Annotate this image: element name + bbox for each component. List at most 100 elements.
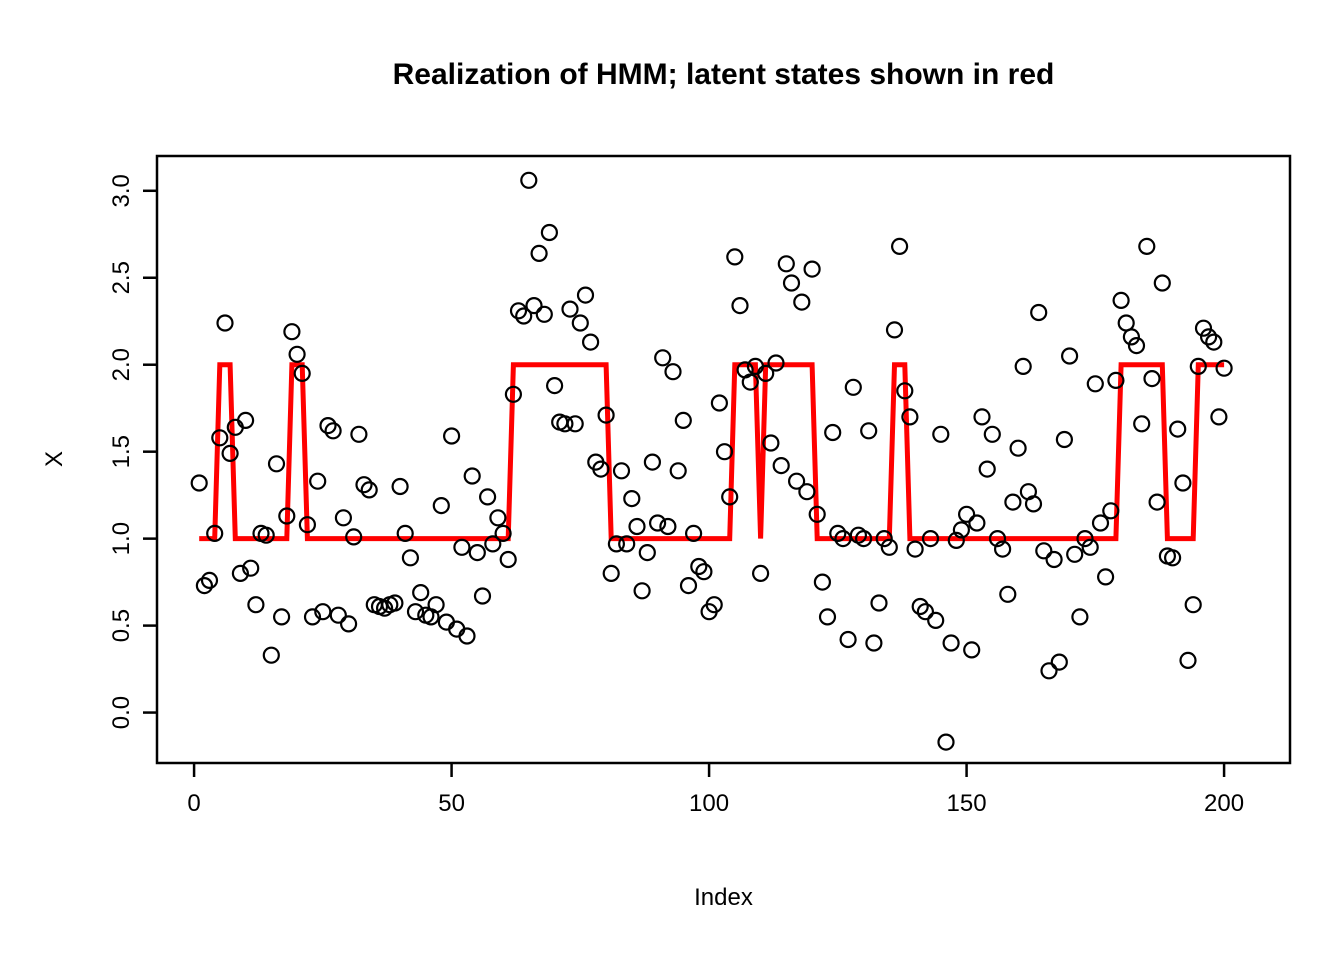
observation-point bbox=[973, 408, 991, 426]
observation-point bbox=[648, 514, 667, 532]
observation-point bbox=[1184, 596, 1202, 614]
observation-point bbox=[1102, 502, 1120, 520]
x-axis-label: Index bbox=[694, 884, 753, 911]
observation-point bbox=[458, 627, 476, 645]
observation-point bbox=[525, 297, 543, 315]
observation-point bbox=[571, 314, 589, 332]
observation-point bbox=[329, 606, 347, 624]
y-axis-tick-label: 3.0 bbox=[108, 174, 135, 207]
observation-point bbox=[535, 305, 553, 323]
observation-point bbox=[340, 615, 358, 633]
observation-point bbox=[834, 529, 852, 548]
observation-point bbox=[793, 293, 811, 311]
observation-point bbox=[1179, 651, 1197, 670]
observation-point bbox=[952, 521, 971, 539]
observation-point bbox=[1004, 493, 1022, 511]
observation-point bbox=[262, 646, 280, 664]
x-axis-tick-label: 150 bbox=[947, 790, 987, 817]
observation-point bbox=[782, 274, 801, 292]
observation-point bbox=[896, 382, 914, 400]
observation-point bbox=[288, 345, 306, 363]
observation-point bbox=[1153, 274, 1171, 292]
observation-point bbox=[283, 323, 301, 341]
observation-point bbox=[334, 509, 352, 527]
observation-point bbox=[530, 244, 548, 262]
observation-point bbox=[391, 477, 409, 496]
observation-point bbox=[983, 425, 1001, 443]
observation-point bbox=[1071, 608, 1089, 626]
observation-point bbox=[803, 260, 821, 278]
observation-point bbox=[808, 505, 826, 523]
observation-point bbox=[1076, 529, 1094, 548]
observation-point bbox=[829, 524, 847, 543]
observation-point bbox=[1127, 337, 1146, 355]
y-axis-tick-label: 2.5 bbox=[108, 261, 135, 294]
y-axis-tick-label: 1.0 bbox=[108, 522, 135, 555]
observation-point bbox=[324, 422, 342, 440]
observation-point bbox=[257, 526, 275, 544]
observation-point bbox=[607, 535, 626, 553]
observation-point bbox=[515, 307, 533, 325]
observation-point bbox=[684, 524, 703, 543]
observation-point bbox=[1122, 328, 1141, 346]
observation-point bbox=[818, 608, 837, 626]
observation-point bbox=[406, 603, 425, 621]
observation-point bbox=[545, 377, 564, 395]
observation-point bbox=[1040, 662, 1058, 680]
observation-point bbox=[679, 576, 698, 595]
observation-point bbox=[267, 455, 286, 473]
observation-point bbox=[726, 248, 744, 266]
observation-point bbox=[1148, 493, 1166, 511]
observation-point bbox=[890, 237, 909, 255]
plot-border-box bbox=[155, 154, 1292, 765]
observation-point bbox=[273, 608, 291, 626]
observation-point bbox=[999, 585, 1017, 603]
observation-point bbox=[880, 538, 898, 556]
observation-point bbox=[216, 314, 234, 332]
observation-point bbox=[484, 535, 502, 553]
observation-point bbox=[628, 517, 646, 536]
observation-point bbox=[777, 255, 795, 273]
observation-point bbox=[1169, 420, 1187, 438]
observation-point bbox=[386, 594, 404, 612]
observation-point bbox=[1205, 333, 1223, 351]
observation-point bbox=[602, 564, 620, 583]
observation-point bbox=[509, 302, 528, 320]
observation-point bbox=[767, 354, 785, 372]
observation-point bbox=[293, 364, 311, 382]
scatter-points bbox=[190, 171, 1233, 751]
observation-point bbox=[633, 582, 651, 600]
observation-point bbox=[1050, 653, 1068, 671]
observation-point bbox=[690, 557, 708, 576]
observation-point bbox=[612, 462, 631, 480]
y-axis-tick-label: 0.0 bbox=[108, 696, 135, 729]
observation-point bbox=[865, 634, 883, 652]
observation-point bbox=[473, 587, 492, 605]
observation-point bbox=[1009, 439, 1027, 457]
observation-point bbox=[705, 596, 723, 614]
observation-point bbox=[1107, 371, 1125, 389]
observation-point bbox=[916, 603, 935, 621]
observation-point bbox=[937, 733, 955, 751]
x-axis-tick-label: 50 bbox=[438, 790, 465, 817]
observation-point bbox=[1091, 514, 1110, 532]
observation-point bbox=[432, 497, 450, 515]
observation-point bbox=[1081, 538, 1099, 556]
x-axis-tick-label: 100 bbox=[689, 790, 729, 817]
observation-point bbox=[757, 364, 775, 382]
observation-point bbox=[968, 514, 986, 532]
observation-point bbox=[772, 457, 790, 475]
observation-point bbox=[932, 425, 950, 443]
observation-point bbox=[860, 422, 878, 440]
observation-point bbox=[206, 524, 224, 543]
observation-point bbox=[355, 476, 373, 494]
observation-point bbox=[813, 573, 832, 591]
observation-point bbox=[1096, 568, 1115, 586]
observation-point bbox=[741, 373, 759, 391]
observation-point bbox=[618, 535, 636, 553]
observation-point bbox=[1066, 545, 1084, 563]
observation-point bbox=[561, 300, 579, 318]
observation-point bbox=[854, 529, 873, 548]
observation-point bbox=[211, 429, 229, 447]
